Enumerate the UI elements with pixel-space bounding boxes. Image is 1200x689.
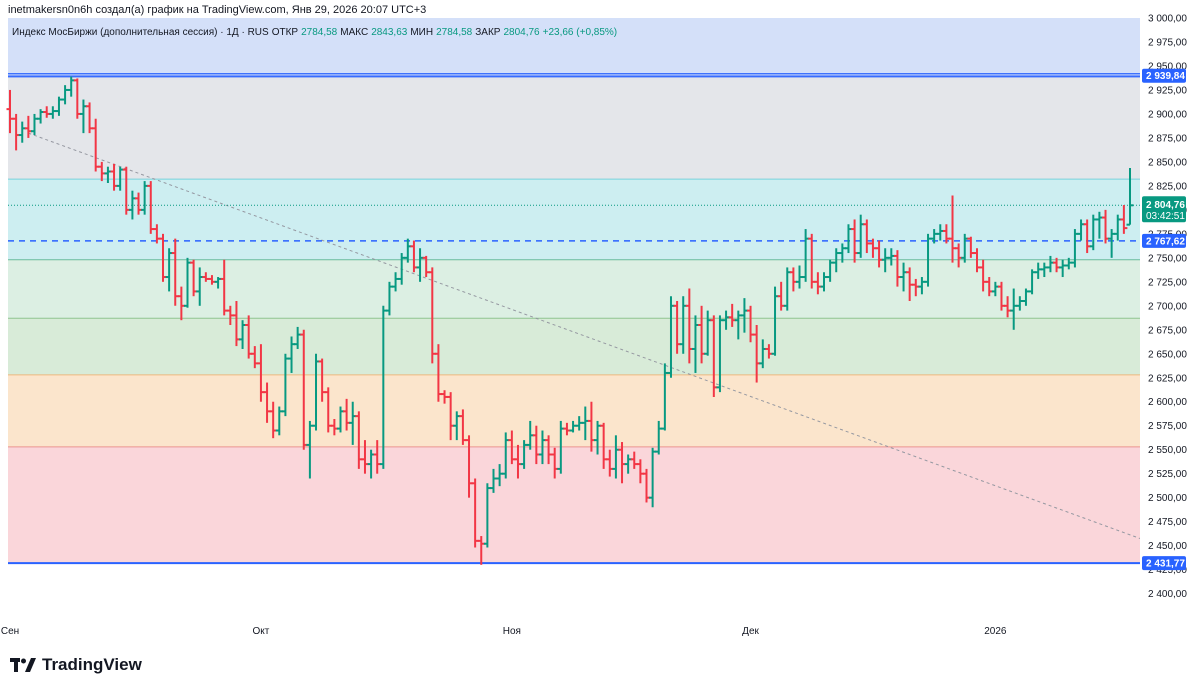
level-tag-label: 2 939,84 <box>1146 71 1185 82</box>
time-tick-label: Сен <box>1 626 19 637</box>
price-tick-label: 2 650,00 <box>1148 349 1187 360</box>
price-tick-label: 2 525,00 <box>1148 469 1187 480</box>
price-tick-label: 2 750,00 <box>1148 253 1187 264</box>
legend-low-label: МИН <box>410 27 434 38</box>
price-tick-label: 2 975,00 <box>1148 37 1187 48</box>
price-tick-label: 2 500,00 <box>1148 493 1187 504</box>
price-axis-bg <box>1140 0 1200 650</box>
time-tick-label: Ноя <box>503 626 521 637</box>
countdown-label: 03:42:51 <box>1146 211 1185 222</box>
legend-low-value: 2784,58 <box>436 27 473 38</box>
price-tick-label: 2 425,00 <box>1148 565 1187 576</box>
chart-caption: inetmakersn0n6h создал(а) график на Trad… <box>8 4 427 16</box>
time-tick-label: Окт <box>252 626 269 637</box>
time-axis: Сен Окт Ноя Дек 2026 <box>1 626 1007 637</box>
price-tick-label: 2 875,00 <box>1148 133 1187 144</box>
level-tag-label: 2 431,77 <box>1146 559 1185 570</box>
price-zone <box>8 179 1140 260</box>
price-tick-label: 2 600,00 <box>1148 397 1187 408</box>
price-tick-label: 2 700,00 <box>1148 301 1187 312</box>
price-tick-label: 2 725,00 <box>1148 277 1187 288</box>
price-tick-label: 2 950,00 <box>1148 61 1187 72</box>
level-tag-label: 2 767,62 <box>1146 236 1185 247</box>
time-tick-label: 2026 <box>984 626 1007 637</box>
price-tick-label: 2 400,00 <box>1148 589 1187 600</box>
level-tag-bg <box>1142 556 1186 571</box>
price-zone <box>8 18 1140 76</box>
price-tick-label: 2 925,00 <box>1148 85 1187 96</box>
diagonal-trendline <box>28 132 1192 558</box>
level-price-tag: 2 767,62 <box>1142 233 1186 248</box>
price-tick-label: 2 450,00 <box>1148 541 1187 552</box>
legend-close-value: 2804,76 <box>503 27 540 38</box>
level-tag-bg <box>1142 68 1186 83</box>
time-tick-label: Дек <box>742 626 759 637</box>
price-zone <box>8 259 1140 319</box>
legend-high-label: МАКС <box>340 27 369 38</box>
level-price-tag: 2 939,84 <box>1142 68 1186 83</box>
price-zone <box>8 374 1140 447</box>
legend-high-value: 2843,63 <box>371 27 408 38</box>
level-tag-bg <box>1142 233 1186 248</box>
ohlc-bars <box>6 76 1134 565</box>
price-tick-label: 2 550,00 <box>1148 445 1187 456</box>
tradingview-logo[interactable]: TradingView <box>10 655 142 675</box>
price-tick-label: 2 475,00 <box>1148 517 1187 528</box>
ohlc-bar <box>1126 168 1134 226</box>
price-tick-label: 2 575,00 <box>1148 421 1187 432</box>
legend-change: +23,66 (+0,85%) <box>542 27 618 38</box>
trendline <box>28 132 1192 558</box>
price-zones <box>8 18 1140 564</box>
ohlc-bar <box>1120 205 1128 234</box>
tradingview-logo-text: TradingView <box>42 655 142 674</box>
legend-symbol: Индекс МосБиржи (дополнительная сессия) … <box>12 27 269 38</box>
last-price-label: 2 804,76 <box>1146 200 1185 211</box>
price-zone <box>8 318 1140 375</box>
price-chart[interactable]: 2 400,00 2 425,00 2 450,00 2 475,00 2 500,00… <box>0 0 1200 650</box>
price-axis: 2 400,00 2 425,00 2 450,00 2 475,00 2 500,00… <box>1140 0 1200 650</box>
legend-open-value: 2784,58 <box>301 27 338 38</box>
price-tick-label: 2 900,00 <box>1148 109 1187 120</box>
price-tick-label: 3 000,00 <box>1148 14 1187 25</box>
level-price-tag: 2 431,77 <box>1142 556 1186 571</box>
price-tick-label: 2 675,00 <box>1148 325 1187 336</box>
price-tick-label: 2 850,00 <box>1148 157 1187 168</box>
tradingview-logo-icon <box>10 658 36 672</box>
price-zone <box>8 446 1140 564</box>
price-tick-label: 2 625,00 <box>1148 373 1187 384</box>
legend-open-label: ОТКР <box>271 27 299 38</box>
symbol-legend: Индекс МосБиржи (дополнительная сессия) … <box>12 27 617 38</box>
last-price-tag-bg <box>1142 196 1186 223</box>
price-zone <box>8 75 1140 180</box>
price-tick-label: 2 825,00 <box>1148 181 1187 192</box>
level-lines <box>8 73 1140 565</box>
legend-close-label: ЗАКР <box>475 27 501 38</box>
